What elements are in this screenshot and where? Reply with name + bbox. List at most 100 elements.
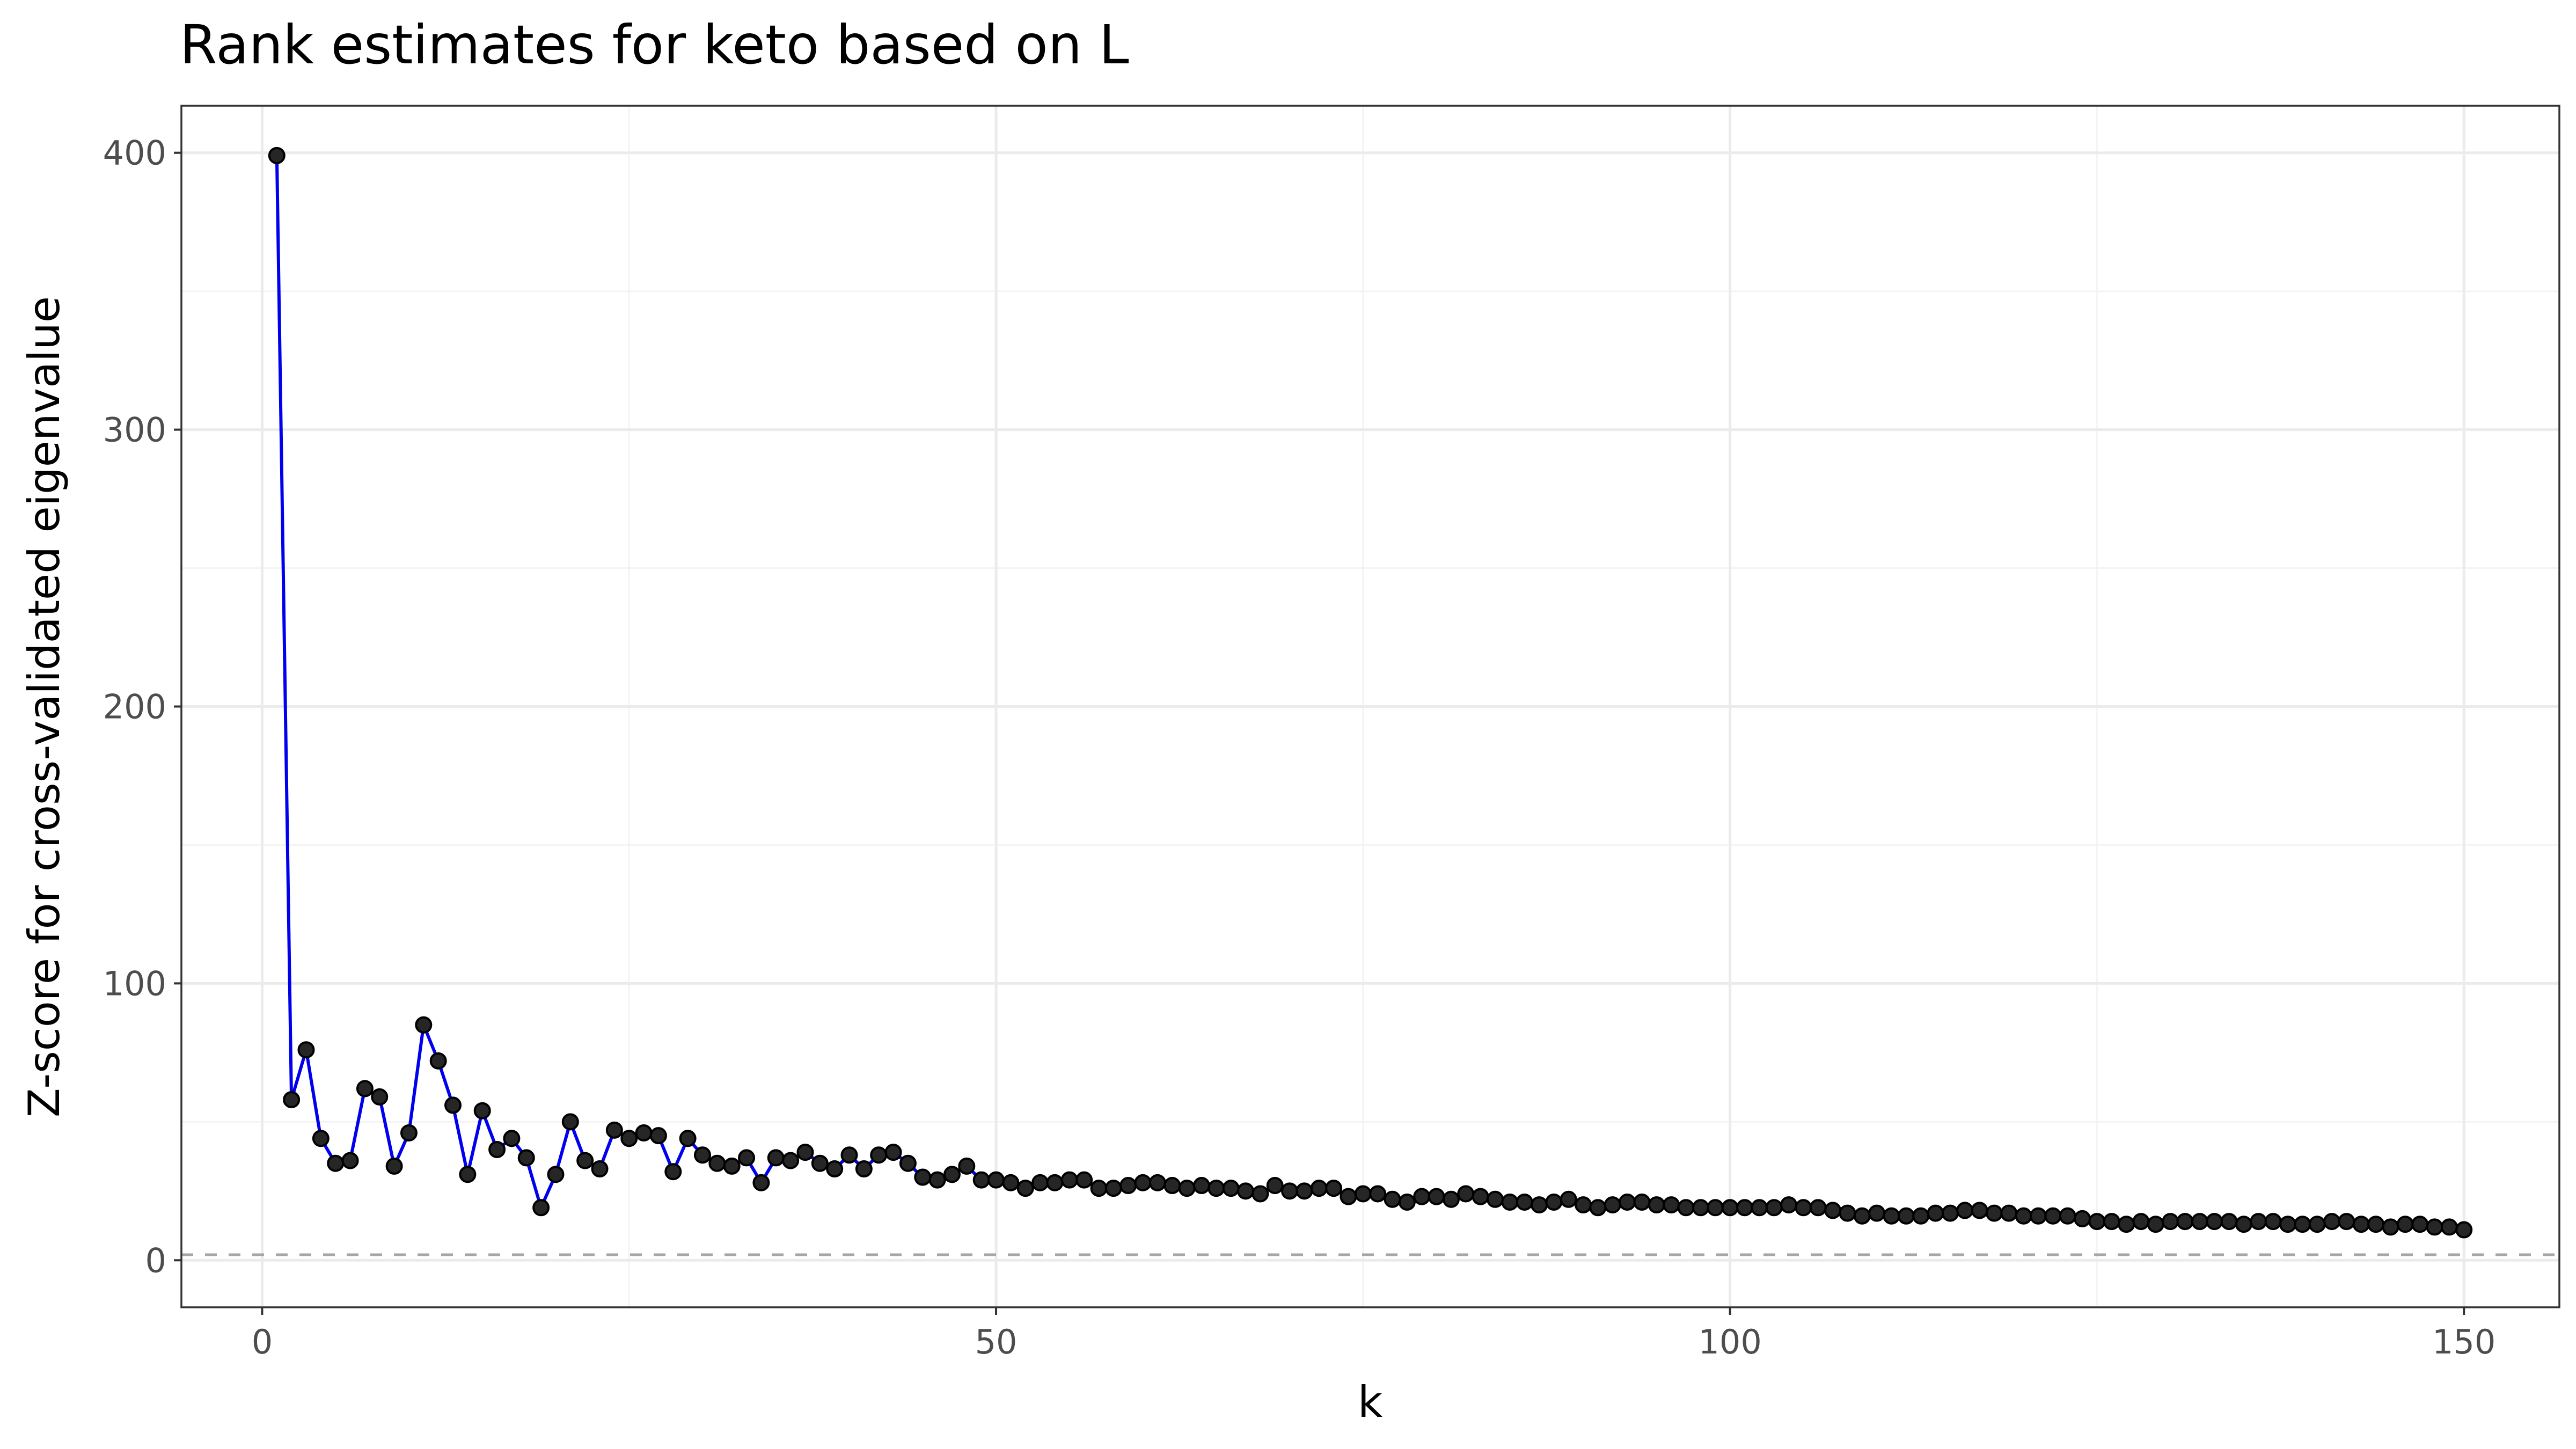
data-point bbox=[1486, 1190, 1504, 1208]
data-point bbox=[1531, 1196, 1548, 1214]
data-point bbox=[385, 1157, 403, 1175]
data-point bbox=[943, 1166, 961, 1183]
data-point bbox=[297, 1041, 315, 1059]
data-point bbox=[928, 1171, 946, 1189]
data-point bbox=[1575, 1196, 1592, 1214]
data-point bbox=[576, 1152, 594, 1169]
data-point bbox=[1736, 1199, 1753, 1217]
data-point bbox=[1104, 1180, 1122, 1197]
data-point bbox=[2396, 1216, 2414, 1233]
data-point bbox=[914, 1168, 932, 1186]
data-point bbox=[1663, 1196, 1680, 1214]
data-point bbox=[1252, 1185, 1269, 1203]
data-point bbox=[2308, 1216, 2326, 1233]
data-point bbox=[1296, 1182, 1313, 1200]
data-point bbox=[2000, 1204, 2018, 1222]
data-point bbox=[782, 1152, 800, 1169]
data-point bbox=[1325, 1180, 1343, 1197]
data-point bbox=[312, 1130, 330, 1147]
data-point bbox=[2118, 1216, 2135, 1233]
data-point bbox=[1119, 1177, 1137, 1195]
data-point bbox=[1868, 1204, 1886, 1222]
data-point bbox=[2338, 1213, 2355, 1231]
data-point bbox=[1442, 1190, 1460, 1208]
data-point bbox=[532, 1199, 550, 1217]
data-point bbox=[2235, 1216, 2252, 1233]
data-point bbox=[1633, 1193, 1651, 1211]
data-point bbox=[1853, 1207, 1871, 1225]
data-point bbox=[1692, 1199, 1709, 1217]
data-point bbox=[1765, 1199, 1783, 1217]
data-point bbox=[1883, 1207, 1900, 1225]
data-point bbox=[1369, 1185, 1387, 1203]
chart-title: Rank estimates for keto based on L bbox=[180, 13, 1129, 76]
x-axis-title: k bbox=[1358, 1377, 1383, 1427]
data-point bbox=[2323, 1213, 2341, 1231]
data-point bbox=[547, 1166, 565, 1183]
data-point bbox=[1516, 1193, 1533, 1211]
data-point bbox=[1780, 1196, 1798, 1214]
data-point bbox=[1795, 1199, 1812, 1217]
data-point bbox=[1971, 1202, 1988, 1219]
data-point bbox=[2411, 1216, 2429, 1233]
data-point bbox=[1604, 1196, 1621, 1214]
points-group bbox=[268, 147, 2473, 1239]
data-point bbox=[1031, 1174, 1049, 1191]
data-point bbox=[1648, 1196, 1665, 1214]
data-point bbox=[415, 1016, 433, 1034]
data-point bbox=[1002, 1174, 1020, 1191]
data-point bbox=[1560, 1190, 1577, 1208]
data-point bbox=[796, 1144, 814, 1161]
data-point bbox=[2147, 1216, 2164, 1233]
data-point bbox=[2059, 1207, 2076, 1225]
y-tick-label: 100 bbox=[103, 964, 166, 1003]
data-point bbox=[840, 1146, 858, 1164]
data-point bbox=[2220, 1213, 2238, 1231]
y-axis-title: Z-score for cross-validated eigenvalue bbox=[19, 296, 69, 1117]
data-point bbox=[826, 1160, 844, 1178]
data-point bbox=[2191, 1213, 2208, 1231]
data-point bbox=[635, 1124, 653, 1141]
x-axis: 0 50 100 150 bbox=[252, 1307, 2496, 1362]
data-point bbox=[2352, 1216, 2370, 1233]
data-point bbox=[1589, 1199, 1607, 1217]
data-point bbox=[1927, 1204, 1944, 1222]
data-point bbox=[356, 1080, 374, 1097]
y-tick-label: 200 bbox=[103, 687, 166, 727]
x-tick-label: 100 bbox=[1698, 1322, 1761, 1362]
data-point bbox=[1839, 1204, 1856, 1222]
data-point bbox=[371, 1088, 389, 1106]
grid-lines bbox=[181, 106, 2559, 1307]
data-point bbox=[1472, 1188, 1489, 1205]
data-point bbox=[1281, 1182, 1299, 1200]
data-point bbox=[517, 1149, 535, 1167]
y-tick-label: 0 bbox=[145, 1241, 166, 1280]
data-point bbox=[1384, 1190, 1401, 1208]
data-point bbox=[1897, 1207, 1915, 1225]
data-point bbox=[1237, 1182, 1255, 1200]
data-point bbox=[1941, 1204, 1959, 1222]
data-point bbox=[400, 1124, 418, 1141]
data-point bbox=[1985, 1204, 2003, 1222]
y-axis: 0 100 200 300 400 bbox=[103, 134, 181, 1280]
data-point bbox=[503, 1130, 521, 1147]
data-point bbox=[1046, 1174, 1064, 1191]
data-point bbox=[429, 1052, 447, 1070]
plot-panel bbox=[180, 105, 2560, 1308]
data-point bbox=[561, 1113, 579, 1131]
data-point bbox=[327, 1154, 345, 1172]
data-point bbox=[972, 1171, 990, 1189]
data-point bbox=[2426, 1218, 2443, 1236]
data-point bbox=[1192, 1177, 1210, 1195]
data-point bbox=[2455, 1221, 2473, 1239]
data-point bbox=[1428, 1188, 1445, 1205]
data-point bbox=[1266, 1177, 1284, 1195]
data-point bbox=[2440, 1218, 2458, 1236]
y-tick-label: 300 bbox=[103, 411, 166, 450]
data-point bbox=[1956, 1202, 1974, 1219]
data-point bbox=[1824, 1202, 1842, 1219]
data-point bbox=[2103, 1213, 2120, 1231]
data-point bbox=[1809, 1199, 1827, 1217]
data-point bbox=[752, 1174, 770, 1191]
data-point bbox=[620, 1130, 638, 1147]
